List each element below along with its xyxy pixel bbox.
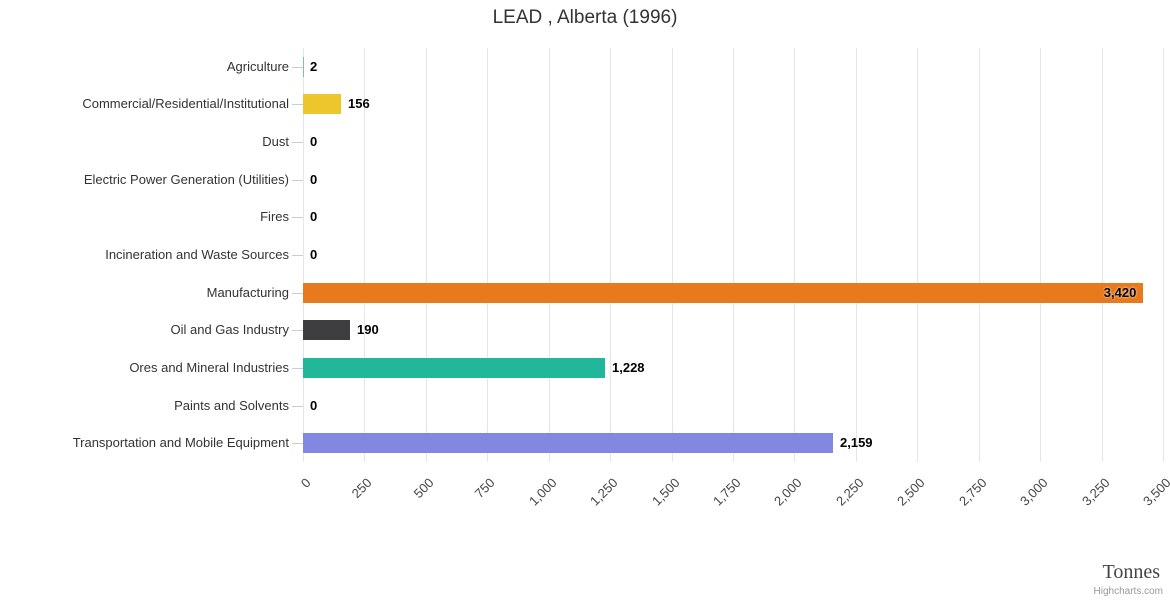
bar[interactable]	[303, 57, 304, 77]
category-label: Paints and Solvents	[174, 398, 289, 413]
y-axis-tick	[292, 406, 303, 407]
category-label: Oil and Gas Industry	[170, 322, 290, 337]
gridline	[548, 48, 550, 462]
gridline	[917, 48, 919, 462]
x-axis-tick-label: 2,000	[771, 475, 806, 509]
gridline	[1101, 48, 1103, 462]
value-label: 0	[310, 247, 318, 262]
x-axis-tick-label: 750	[471, 475, 498, 501]
x-axis-tick-label: 250	[349, 475, 376, 501]
y-axis-tick	[292, 293, 303, 294]
value-label: 0	[310, 398, 318, 413]
y-axis-tick	[292, 180, 303, 181]
value-label: 190	[357, 322, 379, 337]
value-label: 0	[310, 134, 318, 149]
x-axis-tick-label: 3,500	[1139, 475, 1170, 509]
value-label: 0	[310, 209, 318, 224]
category-label: Agriculture	[226, 59, 289, 74]
x-axis-tick-label: 1,000	[525, 475, 560, 509]
category-label: Transportation and Mobile Equipment	[72, 435, 289, 450]
y-axis-tick	[292, 255, 303, 256]
y-axis-tick	[292, 368, 303, 369]
category-label: Commercial/Residential/Institutional	[82, 96, 289, 111]
bar[interactable]	[303, 94, 342, 114]
x-axis-tick-label: 1,750	[709, 475, 744, 509]
gridline	[1163, 48, 1164, 462]
value-label: 156	[348, 96, 370, 111]
gridline	[487, 48, 489, 462]
y-axis-tick	[292, 104, 303, 105]
value-label: 3,420	[1103, 285, 1137, 300]
bar[interactable]	[303, 320, 350, 340]
x-axis-tick-label: 1,250	[587, 475, 621, 509]
y-axis-tick	[292, 330, 303, 331]
x-axis-tick-label: 3,000	[1017, 475, 1051, 509]
x-axis-title: Tonnes	[1102, 561, 1160, 583]
chart-title: LEAD , Alberta (1996)	[492, 7, 678, 28]
x-axis-tick-label: 2,750	[955, 475, 990, 509]
gridline	[978, 48, 980, 462]
y-axis-tick	[292, 443, 303, 444]
bar[interactable]	[303, 283, 1144, 303]
highcharts-credit[interactable]: Highcharts.com	[1093, 586, 1163, 597]
bar[interactable]	[303, 358, 605, 378]
x-axis-tick-label: 2,500	[894, 475, 928, 509]
value-label: 0	[310, 172, 318, 187]
gridline	[671, 48, 673, 462]
category-label: Manufacturing	[206, 285, 289, 300]
value-label: 2,159	[840, 435, 873, 450]
y-axis-tick	[292, 67, 303, 68]
gridline	[303, 48, 304, 462]
gridline	[733, 48, 734, 462]
bar[interactable]	[303, 433, 834, 453]
gridline	[425, 48, 427, 462]
category-label: Ores and Mineral Industries	[129, 360, 289, 375]
gridline	[794, 48, 796, 462]
x-axis-tick-label: 500	[410, 475, 437, 501]
category-label: Dust	[262, 134, 289, 149]
x-axis-tick-label: 3,250	[1078, 475, 1113, 509]
category-label: Electric Power Generation (Utilities)	[83, 172, 289, 187]
gridline	[610, 48, 612, 462]
value-label: 2	[310, 59, 318, 74]
gridline	[364, 48, 366, 462]
y-axis-tick	[292, 142, 303, 143]
category-label: Fires	[260, 209, 289, 224]
value-label: 1,228	[612, 360, 645, 375]
x-axis-tick-label: 1,500	[648, 475, 683, 509]
gridline	[1040, 48, 1042, 462]
gridline	[855, 48, 857, 462]
x-axis-tick-label: 2,250	[832, 475, 867, 509]
x-axis-tick-label: 0	[297, 475, 314, 491]
category-label: Incineration and Waste Sources	[105, 247, 289, 262]
y-axis-tick	[292, 217, 303, 218]
